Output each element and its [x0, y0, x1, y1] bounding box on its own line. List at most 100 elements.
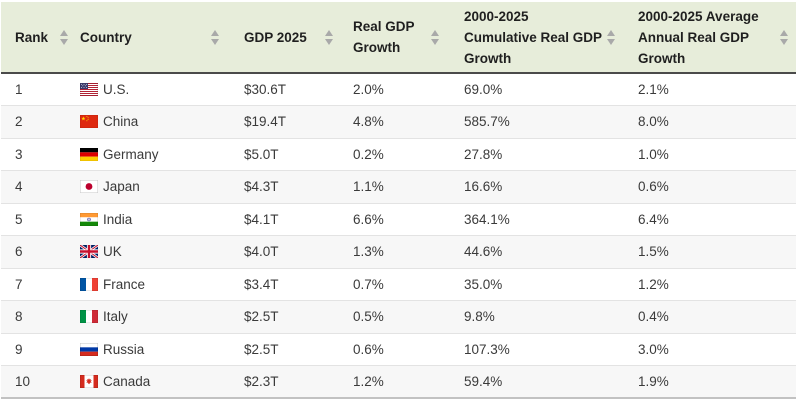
- flag-ru-icon: [80, 342, 98, 356]
- gdp-2025-cell: $4.3T: [227, 170, 341, 204]
- flag-gb-icon: [80, 245, 98, 259]
- column-header-country[interactable]: Country: [76, 2, 227, 74]
- sort-down-icon: [325, 38, 333, 45]
- cumulative-growth-cell: 44.6%: [447, 235, 623, 269]
- sort-up-icon: [211, 29, 219, 36]
- table-row: 10 Canada $2.3T 1.2% 59.4% 1.9%: [1, 365, 796, 399]
- country-name: India: [103, 211, 133, 227]
- sort-up-icon: [431, 29, 439, 36]
- country-cell: China: [76, 105, 227, 139]
- flag-de-icon: [80, 147, 98, 161]
- sort-arrows-icon[interactable]: [780, 29, 788, 45]
- sort-down-icon: [607, 38, 615, 45]
- sort-down-icon: [211, 38, 219, 45]
- country-cell: Germany: [76, 138, 227, 171]
- sort-arrows-icon[interactable]: [60, 29, 68, 45]
- country-name: U.S.: [103, 82, 130, 97]
- column-label-rank: Rank: [15, 29, 49, 45]
- country-cell: Italy: [76, 300, 227, 334]
- cumulative-growth-cell: 9.8%: [447, 300, 623, 334]
- country-name: Canada: [103, 374, 151, 389]
- column-label-avg-annual-growth: 2000-2025 Average Annual Real GDP Growth: [638, 8, 759, 66]
- header-row: Rank Country GDP 2025: [1, 2, 796, 74]
- table-row: 2 China $19.4T 4.8% 585.7% 8.0%: [1, 105, 796, 139]
- real-gdp-growth-cell: 0.7%: [341, 268, 447, 301]
- avg-annual-growth-cell: 1.5%: [623, 235, 796, 269]
- avg-annual-growth-cell: 3.0%: [623, 333, 796, 366]
- real-gdp-growth-cell: 0.2%: [341, 138, 447, 171]
- cumulative-growth-cell: 27.8%: [447, 138, 623, 171]
- gdp-2025-cell: $2.5T: [227, 333, 341, 366]
- column-label-country: Country: [80, 29, 132, 45]
- table-header: Rank Country GDP 2025: [1, 2, 796, 74]
- gdp-2025-cell: $4.0T: [227, 235, 341, 269]
- column-label-cumulative-growth: 2000-2025 Cumulative Real GDP Growth: [464, 8, 602, 66]
- cumulative-growth-cell: 16.6%: [447, 170, 623, 204]
- sort-arrows-icon[interactable]: [325, 29, 333, 45]
- country-cell: Japan: [76, 170, 227, 204]
- avg-annual-growth-cell: 2.1%: [623, 73, 796, 106]
- country-cell: Canada: [76, 365, 227, 399]
- flag-in-icon: [80, 212, 98, 226]
- rank-cell: 4: [1, 170, 76, 204]
- flag-it-icon: [80, 310, 98, 324]
- rank-cell: 6: [1, 235, 76, 269]
- real-gdp-growth-cell: 1.1%: [341, 170, 447, 204]
- country-cell: UK: [76, 235, 227, 269]
- rank-cell: 7: [1, 268, 76, 301]
- gdp-2025-cell: $19.4T: [227, 105, 341, 139]
- table-row: 5 India $4.1T 6.6% 364.1% 6.4%: [1, 203, 796, 236]
- table-row: 3 Germany $5.0T 0.2% 27.8% 1.0%: [1, 138, 796, 171]
- gdp-2025-cell: $2.5T: [227, 300, 341, 334]
- column-header-real-gdp-growth[interactable]: Real GDP Growth: [341, 2, 447, 74]
- gdp-2025-cell: $4.1T: [227, 203, 341, 236]
- column-label-gdp-2025: GDP 2025: [244, 29, 307, 45]
- cumulative-growth-cell: 107.3%: [447, 333, 623, 366]
- table-row: 4 Japan $4.3T 1.1% 16.6% 0.6%: [1, 170, 796, 204]
- rank-cell: 5: [1, 203, 76, 236]
- country-name: Japan: [103, 179, 140, 195]
- table-body: 1 U.S. $30.6T 2.0% 69.0% 2.1% 2 China $19.4T 4.8%…: [1, 73, 796, 399]
- cumulative-growth-cell: 585.7%: [447, 105, 623, 139]
- gdp-2025-cell: $2.3T: [227, 365, 341, 399]
- real-gdp-growth-cell: 1.2%: [341, 365, 447, 399]
- country-name: UK: [103, 244, 122, 260]
- table-row: 7 France $3.4T 0.7% 35.0% 1.2%: [1, 268, 796, 301]
- sort-up-icon: [325, 29, 333, 36]
- column-header-cumulative-growth[interactable]: 2000-2025 Cumulative Real GDP Growth: [447, 2, 623, 74]
- rank-cell: 10: [1, 365, 76, 399]
- sort-up-icon: [607, 29, 615, 36]
- country-name: Germany: [103, 146, 159, 162]
- sort-arrows-icon[interactable]: [431, 29, 439, 45]
- column-header-gdp-2025[interactable]: GDP 2025: [227, 2, 341, 74]
- rank-cell: 2: [1, 105, 76, 139]
- rank-cell: 9: [1, 333, 76, 366]
- sort-arrows-icon[interactable]: [607, 29, 615, 45]
- cumulative-growth-cell: 35.0%: [447, 268, 623, 301]
- sort-down-icon: [60, 38, 68, 45]
- table-row: 6 UK $4.0T 1.3% 44.6% 1.5%: [1, 235, 796, 269]
- table-row: 9 Russia $2.5T 0.6% 107.3% 3.0%: [1, 333, 796, 366]
- real-gdp-growth-cell: 2.0%: [341, 73, 447, 106]
- rank-cell: 8: [1, 300, 76, 334]
- rank-cell: 1: [1, 73, 76, 106]
- flag-fr-icon: [80, 277, 98, 291]
- cumulative-growth-cell: 69.0%: [447, 73, 623, 106]
- real-gdp-growth-cell: 0.6%: [341, 333, 447, 366]
- sort-arrows-icon[interactable]: [211, 29, 219, 45]
- flag-us-icon: [80, 83, 98, 96]
- sort-up-icon: [780, 29, 788, 36]
- country-cell: France: [76, 268, 227, 301]
- real-gdp-growth-cell: 6.6%: [341, 203, 447, 236]
- cumulative-growth-cell: 59.4%: [447, 365, 623, 399]
- avg-annual-growth-cell: 1.0%: [623, 138, 796, 171]
- gdp-2025-cell: $30.6T: [227, 73, 341, 106]
- avg-annual-growth-cell: 0.4%: [623, 300, 796, 334]
- gdp-table: Rank Country GDP 2025: [1, 2, 796, 399]
- country-cell: India: [76, 203, 227, 236]
- column-header-rank[interactable]: Rank: [1, 2, 76, 74]
- flag-jp-icon: [80, 180, 98, 194]
- country-cell: U.S.: [76, 73, 227, 106]
- country-cell: Russia: [76, 333, 227, 366]
- column-header-avg-annual-growth[interactable]: 2000-2025 Average Annual Real GDP Growth: [623, 2, 796, 74]
